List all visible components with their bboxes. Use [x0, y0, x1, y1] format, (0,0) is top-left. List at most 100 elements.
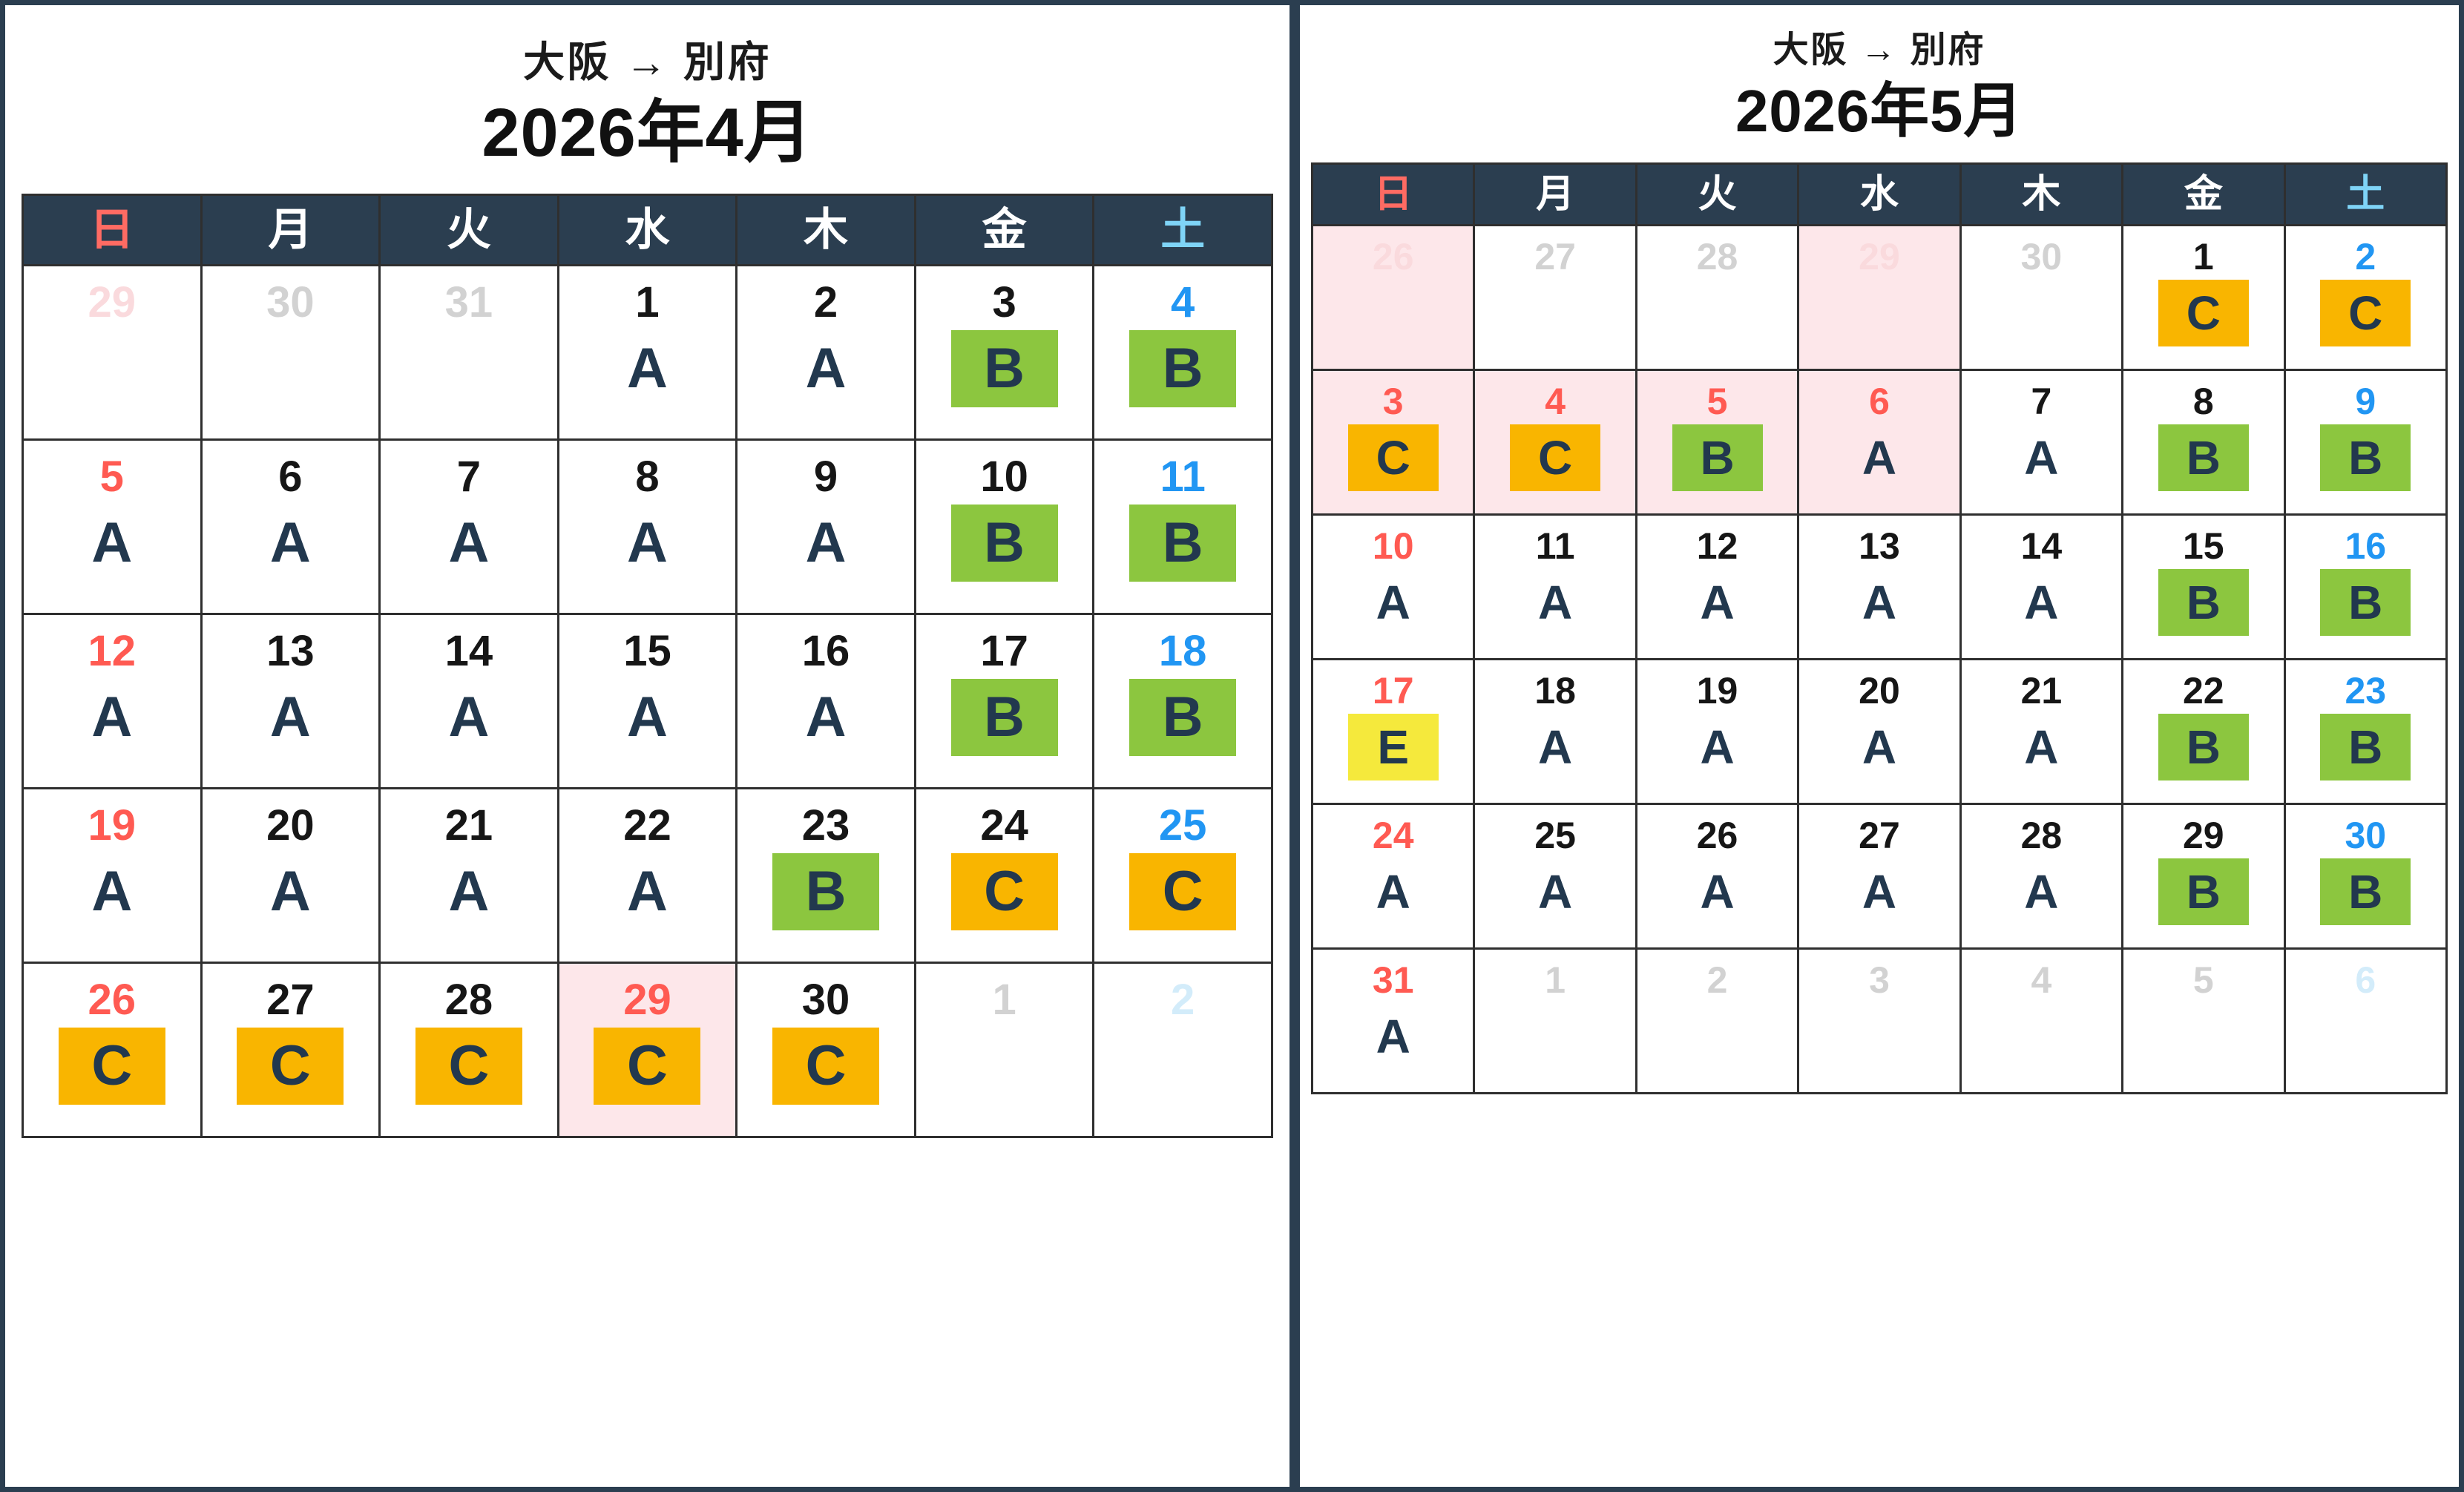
weekday-header-april-2: 火 [378, 193, 559, 266]
calendar-day-cell[interactable]: 14 A [1959, 513, 2124, 660]
calendar-day-cell[interactable]: 16 A [735, 612, 916, 789]
calendar-day-cell[interactable]: 28 A [1959, 802, 2124, 950]
calendar-day-cell[interactable]: 12 A [22, 612, 203, 789]
day-number: 9 [2355, 380, 2376, 422]
fare-grade-badge: A [627, 510, 668, 574]
calendar-day-cell[interactable]: 25 C [1092, 786, 1273, 964]
calendar-day-cell[interactable]: 30 [200, 263, 381, 441]
grade-slot: A [1962, 854, 2121, 947]
calendar-day-cell[interactable]: 27 [1473, 223, 1637, 371]
calendar-day-cell[interactable]: 29 [22, 263, 203, 441]
calendar-day-cell[interactable]: 21 A [378, 786, 559, 964]
grade-slot: A [203, 673, 379, 787]
grade-slot: A [559, 847, 736, 962]
day-number: 5 [2192, 959, 2214, 1001]
calendar-day-cell[interactable]: 29 C [556, 961, 738, 1138]
calendar-day-cell[interactable]: 20 A [1797, 657, 1962, 805]
calendar-day-cell[interactable]: 17 B [913, 612, 1095, 789]
calendar-day-cell[interactable]: 31 A [1310, 947, 1476, 1094]
calendar-day-cell[interactable]: 24 A [1310, 802, 1476, 950]
day-cell-inner: 26 [1313, 226, 1474, 369]
day-cell-inner: 30 C [737, 964, 914, 1136]
calendar-day-cell[interactable]: 29 [1797, 223, 1962, 371]
calendar-day-cell[interactable]: 30 B [2283, 802, 2448, 950]
grade-slot: A [1799, 420, 1959, 513]
calendar-day-cell[interactable]: 21 A [1959, 657, 2124, 805]
calendar-day-cell[interactable]: 28 C [378, 961, 559, 1138]
calendar-day-cell[interactable]: 1 [913, 961, 1095, 1138]
calendar-day-cell[interactable]: 17 E [1310, 657, 1476, 805]
calendar-day-cell[interactable]: 27 A [1797, 802, 1962, 950]
day-cell-inner: 21 A [381, 789, 557, 962]
calendar-day-cell[interactable]: 19 A [1635, 657, 1800, 805]
grade-slot [1637, 999, 1797, 1092]
grade-slot: A [1475, 854, 1635, 947]
calendar-day-cell[interactable]: 13 A [1797, 513, 1962, 660]
calendar-day-cell[interactable]: 3 [1797, 947, 1962, 1094]
day-number: 7 [2031, 380, 2052, 422]
calendar-day-cell[interactable]: 10 A [1310, 513, 1476, 660]
calendar-day-cell[interactable]: 15 B [2121, 513, 2286, 660]
calendar-day-cell[interactable]: 25 A [1473, 802, 1637, 950]
day-cell-inner: 29 [1799, 226, 1959, 369]
fare-grade-badge: A [448, 510, 490, 574]
calendar-day-cell[interactable]: 16 B [2283, 513, 2448, 660]
day-cell-inner: 4 [1962, 950, 2121, 1092]
calendar-day-cell[interactable]: 23 B [2283, 657, 2448, 805]
day-cell-inner: 13 A [203, 615, 379, 787]
fare-grade-badge: A [627, 336, 668, 400]
calendar-day-cell[interactable]: 26 [1310, 223, 1476, 371]
day-number: 23 [801, 801, 850, 849]
calendar-day-cell[interactable]: 2 [1635, 947, 1800, 1094]
calendar-day-cell[interactable]: 26 A [1635, 802, 1800, 950]
calendar-day-cell[interactable]: 24 C [913, 786, 1095, 964]
calendar-day-cell[interactable]: 4 [1959, 947, 2124, 1094]
grade-slot [1962, 999, 2121, 1092]
calendar-day-cell[interactable]: 29 B [2121, 802, 2286, 950]
calendar-day-cell[interactable]: 2 [1092, 961, 1273, 1138]
calendar-day-cell[interactable]: 22 A [556, 786, 738, 964]
calendar-day-cell[interactable]: 30 C [735, 961, 916, 1138]
calendar-day-cell[interactable]: 27 C [200, 961, 381, 1138]
calendar-day-cell[interactable]: 5 [2121, 947, 2286, 1094]
day-cell-inner: 28 [1637, 226, 1797, 369]
calendar-day-cell[interactable]: 18 A [1473, 657, 1637, 805]
calendar-day-cell[interactable]: 14 A [378, 612, 559, 789]
calendar-day-cell[interactable]: 12 A [1635, 513, 1800, 660]
calendar-day-cell[interactable]: 19 A [22, 786, 203, 964]
calendar-day-cell[interactable]: 11 A [1473, 513, 1637, 660]
fare-grade-badge: A [805, 510, 847, 574]
calendar-day-cell[interactable]: 26 C [22, 961, 203, 1138]
calendar-day-cell[interactable]: 30 [1959, 223, 2124, 371]
calendar-day-cell[interactable]: 22 B [2121, 657, 2286, 805]
calendar-day-cell[interactable]: 1 [1473, 947, 1637, 1094]
calendar-day-cell[interactable]: 18 B [1092, 612, 1273, 789]
calendar-day-cell[interactable]: 20 A [200, 786, 381, 964]
calendar-day-cell[interactable]: 28 [1635, 223, 1800, 371]
calendar-day-cell[interactable]: 6 [2283, 947, 2448, 1094]
calendar-day-cell[interactable]: 10 B [913, 438, 1095, 615]
calendar-day-cell[interactable]: 23 B [735, 786, 916, 964]
calendar-day-cell[interactable]: 13 A [200, 612, 381, 789]
calendar-day-cell[interactable]: 15 A [556, 612, 738, 789]
calendar-day-cell[interactable]: 31 [378, 263, 559, 441]
calendar-day-cell[interactable]: 11 B [1092, 438, 1273, 615]
